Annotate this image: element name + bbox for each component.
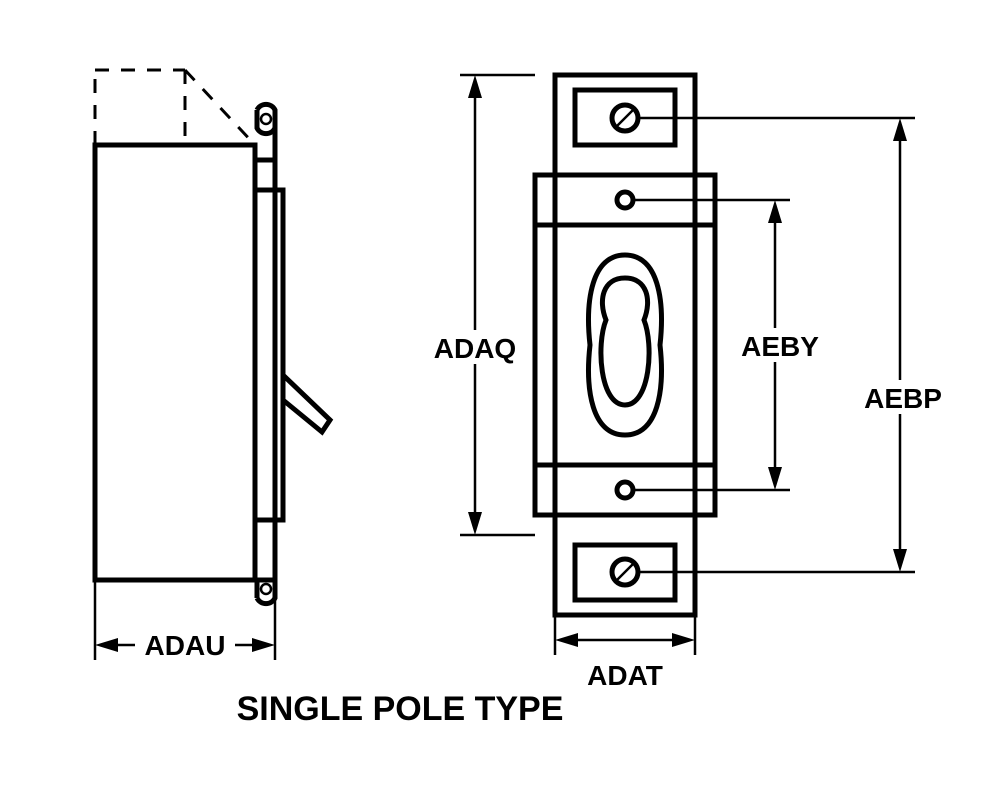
toggle-lever-side: [283, 375, 330, 432]
aeby-label: AEBY: [741, 331, 819, 362]
right-view: [535, 75, 715, 615]
adat-label: ADAT: [587, 660, 663, 691]
adaq-dimension: ADAQ: [430, 75, 535, 535]
mount-hole-upper-icon: [617, 192, 633, 208]
adau-label: ADAU: [145, 630, 226, 661]
adat-dimension: ADAT: [555, 615, 695, 691]
mount-hole-lower-icon: [617, 482, 633, 498]
diagram-canvas: ADAU: [0, 0, 987, 786]
adau-dimension: ADAU: [95, 580, 275, 661]
left-view: [95, 70, 330, 604]
aebp-label: AEBP: [864, 383, 942, 414]
diagram-title: SINGLE POLE TYPE: [237, 690, 564, 728]
toggle-handle-front: [589, 255, 662, 435]
adaq-label: ADAQ: [434, 333, 516, 364]
